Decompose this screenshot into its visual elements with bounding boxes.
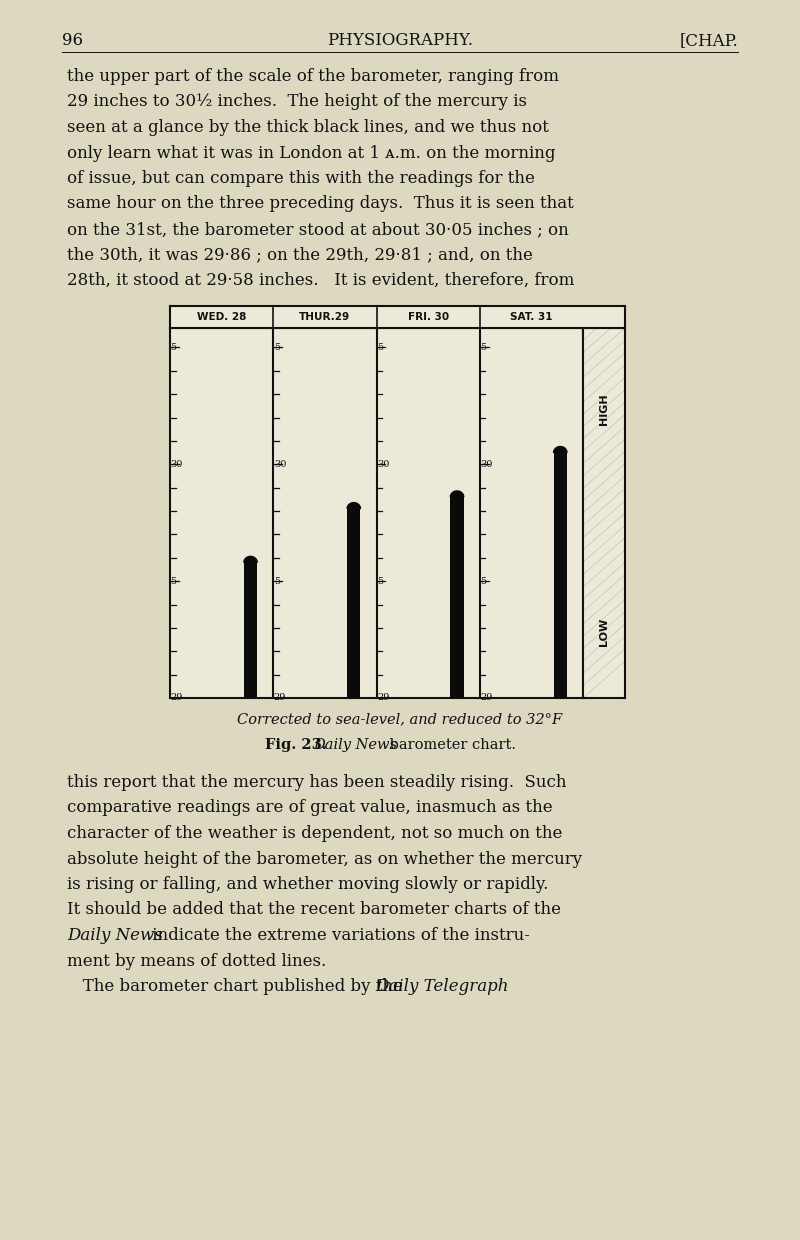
Text: WED. 28: WED. 28	[197, 312, 246, 322]
Text: the upper part of the scale of the barometer, ranging from: the upper part of the scale of the barom…	[67, 68, 559, 86]
Text: 5: 5	[274, 577, 280, 585]
Text: of issue, but can compare this with the readings for the: of issue, but can compare this with the …	[67, 170, 535, 187]
Text: 28th, it stood at 29·58 inches.   It is evident, therefore, from: 28th, it stood at 29·58 inches. It is ev…	[67, 272, 574, 289]
Text: 30: 30	[170, 460, 183, 469]
Polygon shape	[450, 491, 464, 497]
Text: the 30th, it was 29·86 ; on the 29th, 29·81 ; and, on the: the 30th, it was 29·86 ; on the 29th, 29…	[67, 247, 533, 264]
Text: FRI. 30: FRI. 30	[406, 317, 450, 329]
Text: LOW: LOW	[599, 618, 609, 646]
Text: absolute height of the barometer, as on whether the mercury: absolute height of the barometer, as on …	[67, 851, 582, 868]
Bar	[244, 563, 258, 698]
Text: 5: 5	[377, 577, 383, 585]
Text: only learn what it was in London at 1 ᴀ.m. on the morning: only learn what it was in London at 1 ᴀ.…	[67, 145, 555, 161]
Text: 5: 5	[170, 577, 177, 585]
Text: Corrected to sea-level, and reduced to 32°F: Corrected to sea-level, and reduced to 3…	[238, 712, 562, 725]
Text: 29 inches to 30½ inches.  The height of the mercury is: 29 inches to 30½ inches. The height of t…	[67, 93, 527, 110]
Text: 29: 29	[274, 693, 286, 703]
Text: Daily News: Daily News	[67, 928, 162, 944]
Polygon shape	[554, 446, 567, 453]
Text: 29: 29	[480, 693, 493, 703]
Text: 5: 5	[274, 343, 280, 352]
Text: 96: 96	[62, 32, 83, 50]
Text: same hour on the three preceding days.  Thus it is seen that: same hour on the three preceding days. T…	[67, 196, 574, 212]
Text: 29: 29	[170, 693, 183, 703]
Text: HIGH: HIGH	[599, 393, 609, 425]
Text: ment by means of dotted lines.: ment by means of dotted lines.	[67, 952, 326, 970]
Text: 30: 30	[480, 460, 493, 469]
Text: this report that the mercury has been steadily rising.  Such: this report that the mercury has been st…	[67, 774, 566, 791]
Text: Daily News: Daily News	[313, 738, 397, 751]
Text: It should be added that the recent barometer charts of the: It should be added that the recent barom…	[67, 901, 561, 919]
Bar	[450, 497, 464, 698]
Text: 5: 5	[480, 577, 486, 585]
Text: THUR.29: THUR.29	[299, 312, 350, 322]
Text: 5: 5	[377, 343, 383, 352]
Text: 30: 30	[377, 460, 390, 469]
Text: comparative readings are of great value, inasmuch as the: comparative readings are of great value,…	[67, 800, 553, 816]
Text: 5: 5	[170, 343, 177, 352]
Text: WED. 28: WED. 28	[195, 317, 248, 329]
Text: PHYSIOGRAPHY.: PHYSIOGRAPHY.	[327, 32, 473, 50]
Text: FRI. 30: FRI. 30	[407, 312, 449, 322]
Text: SAT. 31: SAT. 31	[510, 312, 553, 322]
Text: on the 31st, the barometer stood at about 30·05 inches ; on: on the 31st, the barometer stood at abou…	[67, 221, 569, 238]
Polygon shape	[347, 502, 361, 508]
Bar	[347, 508, 361, 698]
Text: THUR.29: THUR.29	[298, 317, 352, 329]
Text: seen at a glance by the thick black lines, and we thus not: seen at a glance by the thick black line…	[67, 119, 549, 136]
Text: The barometer chart published by the: The barometer chart published by the	[67, 978, 408, 994]
Text: barometer chart.: barometer chart.	[385, 738, 516, 751]
Text: 5: 5	[480, 343, 486, 352]
Text: [CHAP.: [CHAP.	[679, 32, 738, 50]
Text: SAT. 31: SAT. 31	[509, 317, 554, 329]
Text: 29: 29	[377, 693, 390, 703]
Bar	[554, 453, 567, 698]
Text: character of the weather is dependent, not so much on the: character of the weather is dependent, n…	[67, 825, 562, 842]
Text: 30: 30	[274, 460, 286, 469]
Text: Daily Telegraph: Daily Telegraph	[375, 978, 509, 994]
Text: indicate the extreme variations of the instru-: indicate the extreme variations of the i…	[147, 928, 530, 944]
Text: is rising or falling, and whether moving slowly or rapidly.: is rising or falling, and whether moving…	[67, 875, 548, 893]
Text: Fig. 23.: Fig. 23.	[265, 738, 326, 751]
Polygon shape	[244, 557, 258, 563]
